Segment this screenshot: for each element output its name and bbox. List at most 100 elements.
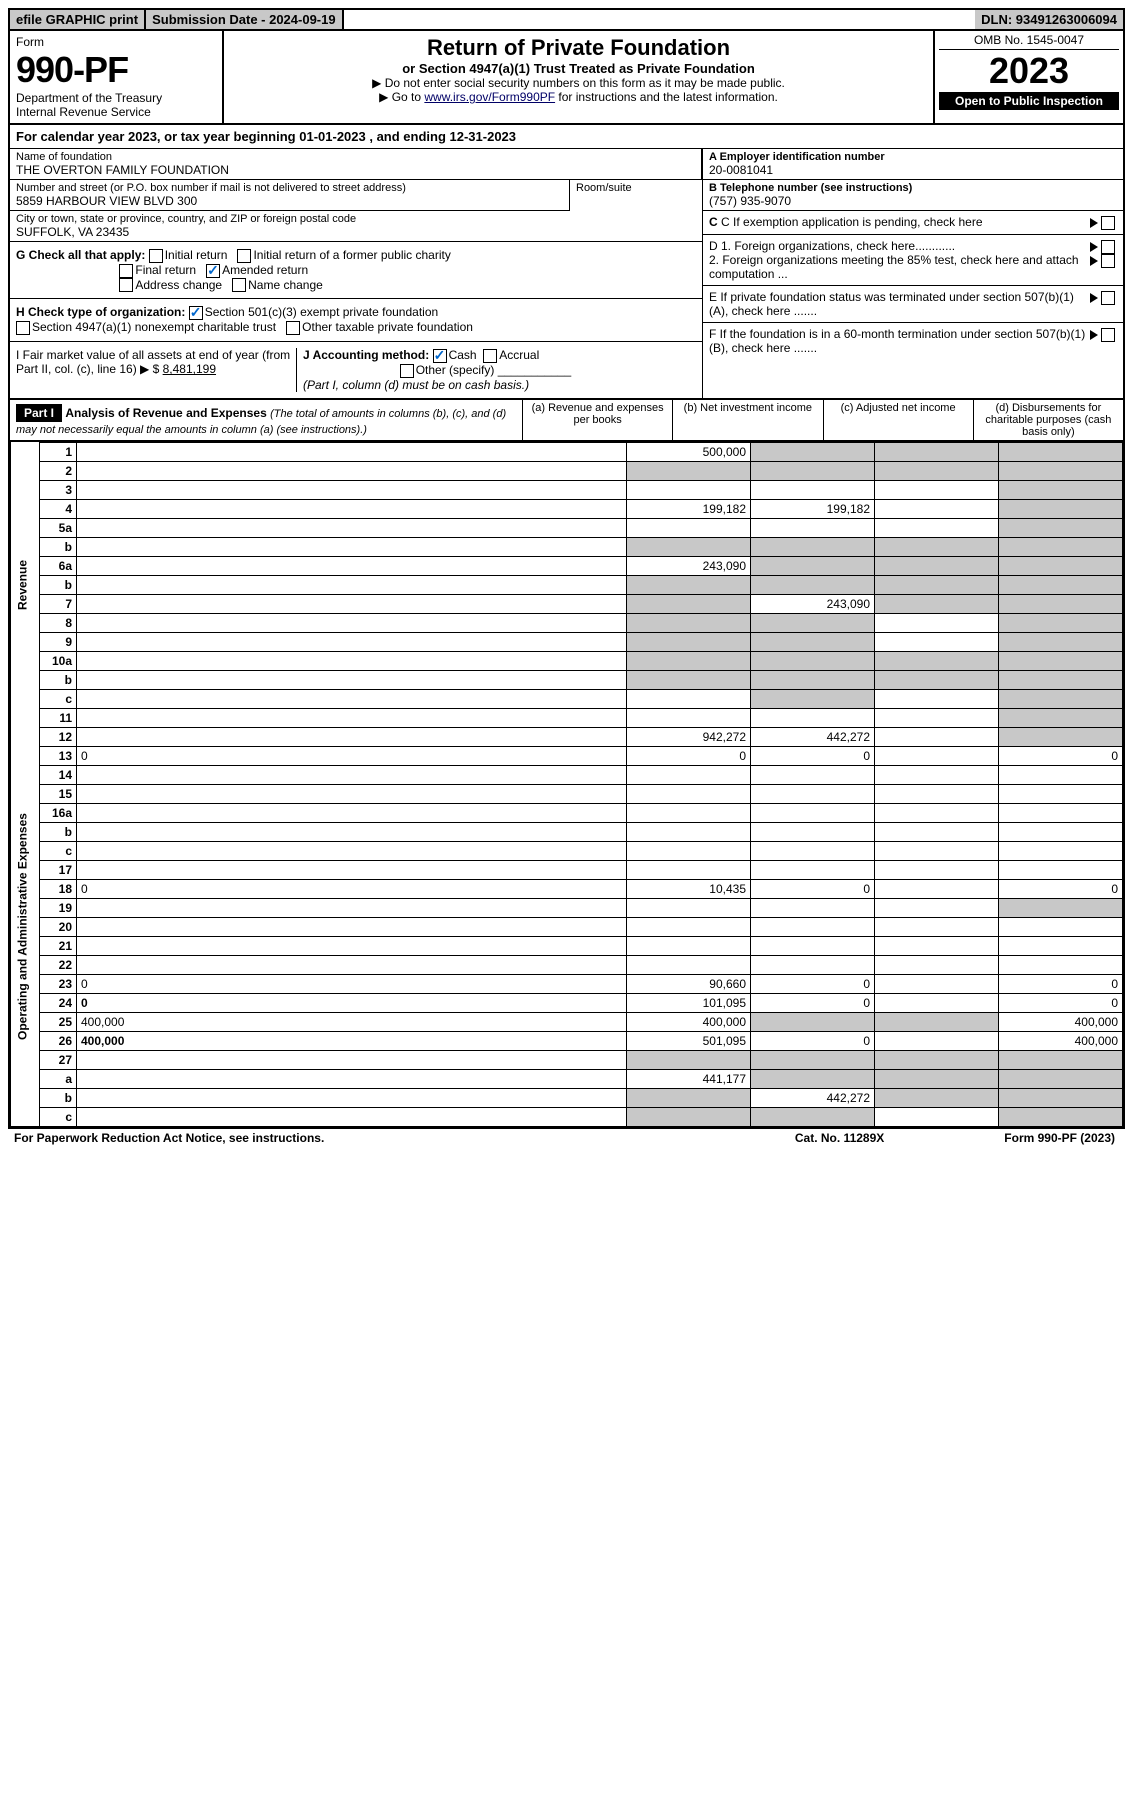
- cal-end: 12-31-2023: [450, 129, 517, 144]
- row-num: 25: [40, 1012, 77, 1031]
- cell-b: [751, 784, 875, 803]
- instr2-pre: ▶ Go to: [379, 90, 424, 104]
- row-num: 21: [40, 936, 77, 955]
- table-row: c: [11, 689, 1123, 708]
- instruction-2: ▶ Go to www.irs.gov/Form990PF for instru…: [230, 90, 927, 104]
- row-num: b: [40, 537, 77, 556]
- table-row: 17: [11, 860, 1123, 879]
- row-desc: [77, 1050, 627, 1069]
- cell-a: 0: [627, 746, 751, 765]
- cell-d: [999, 689, 1123, 708]
- instruction-1: ▶ Do not enter social security numbers o…: [230, 76, 927, 90]
- cell-a: [627, 822, 751, 841]
- cell-d: [999, 537, 1123, 556]
- table-row: a441,177: [11, 1069, 1123, 1088]
- cell-a: [627, 1050, 751, 1069]
- row-num: b: [40, 575, 77, 594]
- cell-d: [999, 822, 1123, 841]
- row-desc: 400,000: [77, 1031, 627, 1050]
- address: 5859 HARBOUR VIEW BLVD 300: [16, 194, 563, 208]
- row-desc: 0: [77, 974, 627, 993]
- chk-final[interactable]: [119, 264, 133, 278]
- row-desc: [77, 841, 627, 860]
- chk-cash[interactable]: [433, 349, 447, 363]
- cell-b: 0: [751, 974, 875, 993]
- row-desc: [77, 442, 627, 461]
- cell-a: [627, 613, 751, 632]
- cell-c: [875, 1031, 999, 1050]
- cell-c: [875, 461, 999, 480]
- chk-accrual[interactable]: [483, 349, 497, 363]
- cell-c: [875, 632, 999, 651]
- chk-f[interactable]: [1101, 328, 1115, 342]
- chk-name[interactable]: [232, 278, 246, 292]
- cell-b: [751, 822, 875, 841]
- cell-d: [999, 461, 1123, 480]
- chk-e[interactable]: [1101, 291, 1115, 305]
- table-row: 6a243,090: [11, 556, 1123, 575]
- chk-d2[interactable]: [1101, 254, 1115, 268]
- chk-other-tax[interactable]: [286, 321, 300, 335]
- row-num: 8: [40, 613, 77, 632]
- row-num: 15: [40, 784, 77, 803]
- info-left: Name of foundation THE OVERTON FAMILY FO…: [10, 149, 702, 398]
- chk-amended[interactable]: [206, 264, 220, 278]
- header-left: Form 990-PF Department of the Treasury I…: [10, 31, 224, 123]
- row-num: 24: [40, 993, 77, 1012]
- addr-label: Number and street (or P.O. box number if…: [16, 182, 563, 194]
- cell-a: 199,182: [627, 499, 751, 518]
- cell-b: [751, 556, 875, 575]
- form-990pf: efile GRAPHIC print Submission Date - 20…: [8, 8, 1125, 1129]
- cell-a: [627, 575, 751, 594]
- cell-c: [875, 841, 999, 860]
- col-d-header: (d) Disbursements for charitable purpose…: [973, 400, 1123, 440]
- lbl-name: Name change: [248, 278, 323, 292]
- chk-501c3[interactable]: [189, 306, 203, 320]
- table-row: 7243,090: [11, 594, 1123, 613]
- submission-date: Submission Date - 2024-09-19: [146, 10, 344, 29]
- cell-c: [875, 974, 999, 993]
- cell-a: [627, 898, 751, 917]
- cell-b: 199,182: [751, 499, 875, 518]
- row-desc: [77, 537, 627, 556]
- row-desc: [77, 822, 627, 841]
- cell-a: [627, 689, 751, 708]
- cell-c: [875, 670, 999, 689]
- cell-c: [875, 955, 999, 974]
- chk-initial[interactable]: [149, 249, 163, 263]
- row-desc: [77, 860, 627, 879]
- chk-c[interactable]: [1101, 216, 1115, 230]
- table-row: b: [11, 537, 1123, 556]
- row-desc: [77, 480, 627, 499]
- section-i: I Fair market value of all assets at end…: [16, 348, 297, 392]
- footer-mid: Cat. No. 11289X: [795, 1131, 884, 1145]
- table-row: 4 199,182199,182: [11, 499, 1123, 518]
- cell-a: [627, 480, 751, 499]
- instr-link[interactable]: www.irs.gov/Form990PF: [424, 90, 555, 104]
- row-num: 4: [40, 499, 77, 518]
- chk-address[interactable]: [119, 278, 133, 292]
- address-cell: Number and street (or P.O. box number if…: [10, 180, 570, 211]
- cell-a: [627, 1088, 751, 1107]
- sidecat-expenses: Operating and Administrative Expenses: [11, 727, 40, 1126]
- row-desc: [77, 803, 627, 822]
- g-label: G Check all that apply:: [16, 248, 145, 262]
- cell-a: 500,000: [627, 442, 751, 461]
- chk-d1[interactable]: [1101, 240, 1115, 254]
- city: SUFFOLK, VA 23435: [16, 225, 696, 239]
- chk-other-acct[interactable]: [400, 364, 414, 378]
- cell-b: 0: [751, 879, 875, 898]
- cell-d: [999, 841, 1123, 860]
- chk-initial-former[interactable]: [237, 249, 251, 263]
- cell-b: [751, 1107, 875, 1126]
- row-num: b: [40, 822, 77, 841]
- cell-c: [875, 480, 999, 499]
- info-grid: Name of foundation THE OVERTON FAMILY FO…: [10, 149, 1123, 400]
- open-public: Open to Public Inspection: [939, 92, 1119, 110]
- form-subtitle: or Section 4947(a)(1) Trust Treated as P…: [230, 61, 927, 76]
- cell-a: [627, 936, 751, 955]
- cell-b: [751, 480, 875, 499]
- cell-d: [999, 1050, 1123, 1069]
- row-num: 26: [40, 1031, 77, 1050]
- chk-4947[interactable]: [16, 321, 30, 335]
